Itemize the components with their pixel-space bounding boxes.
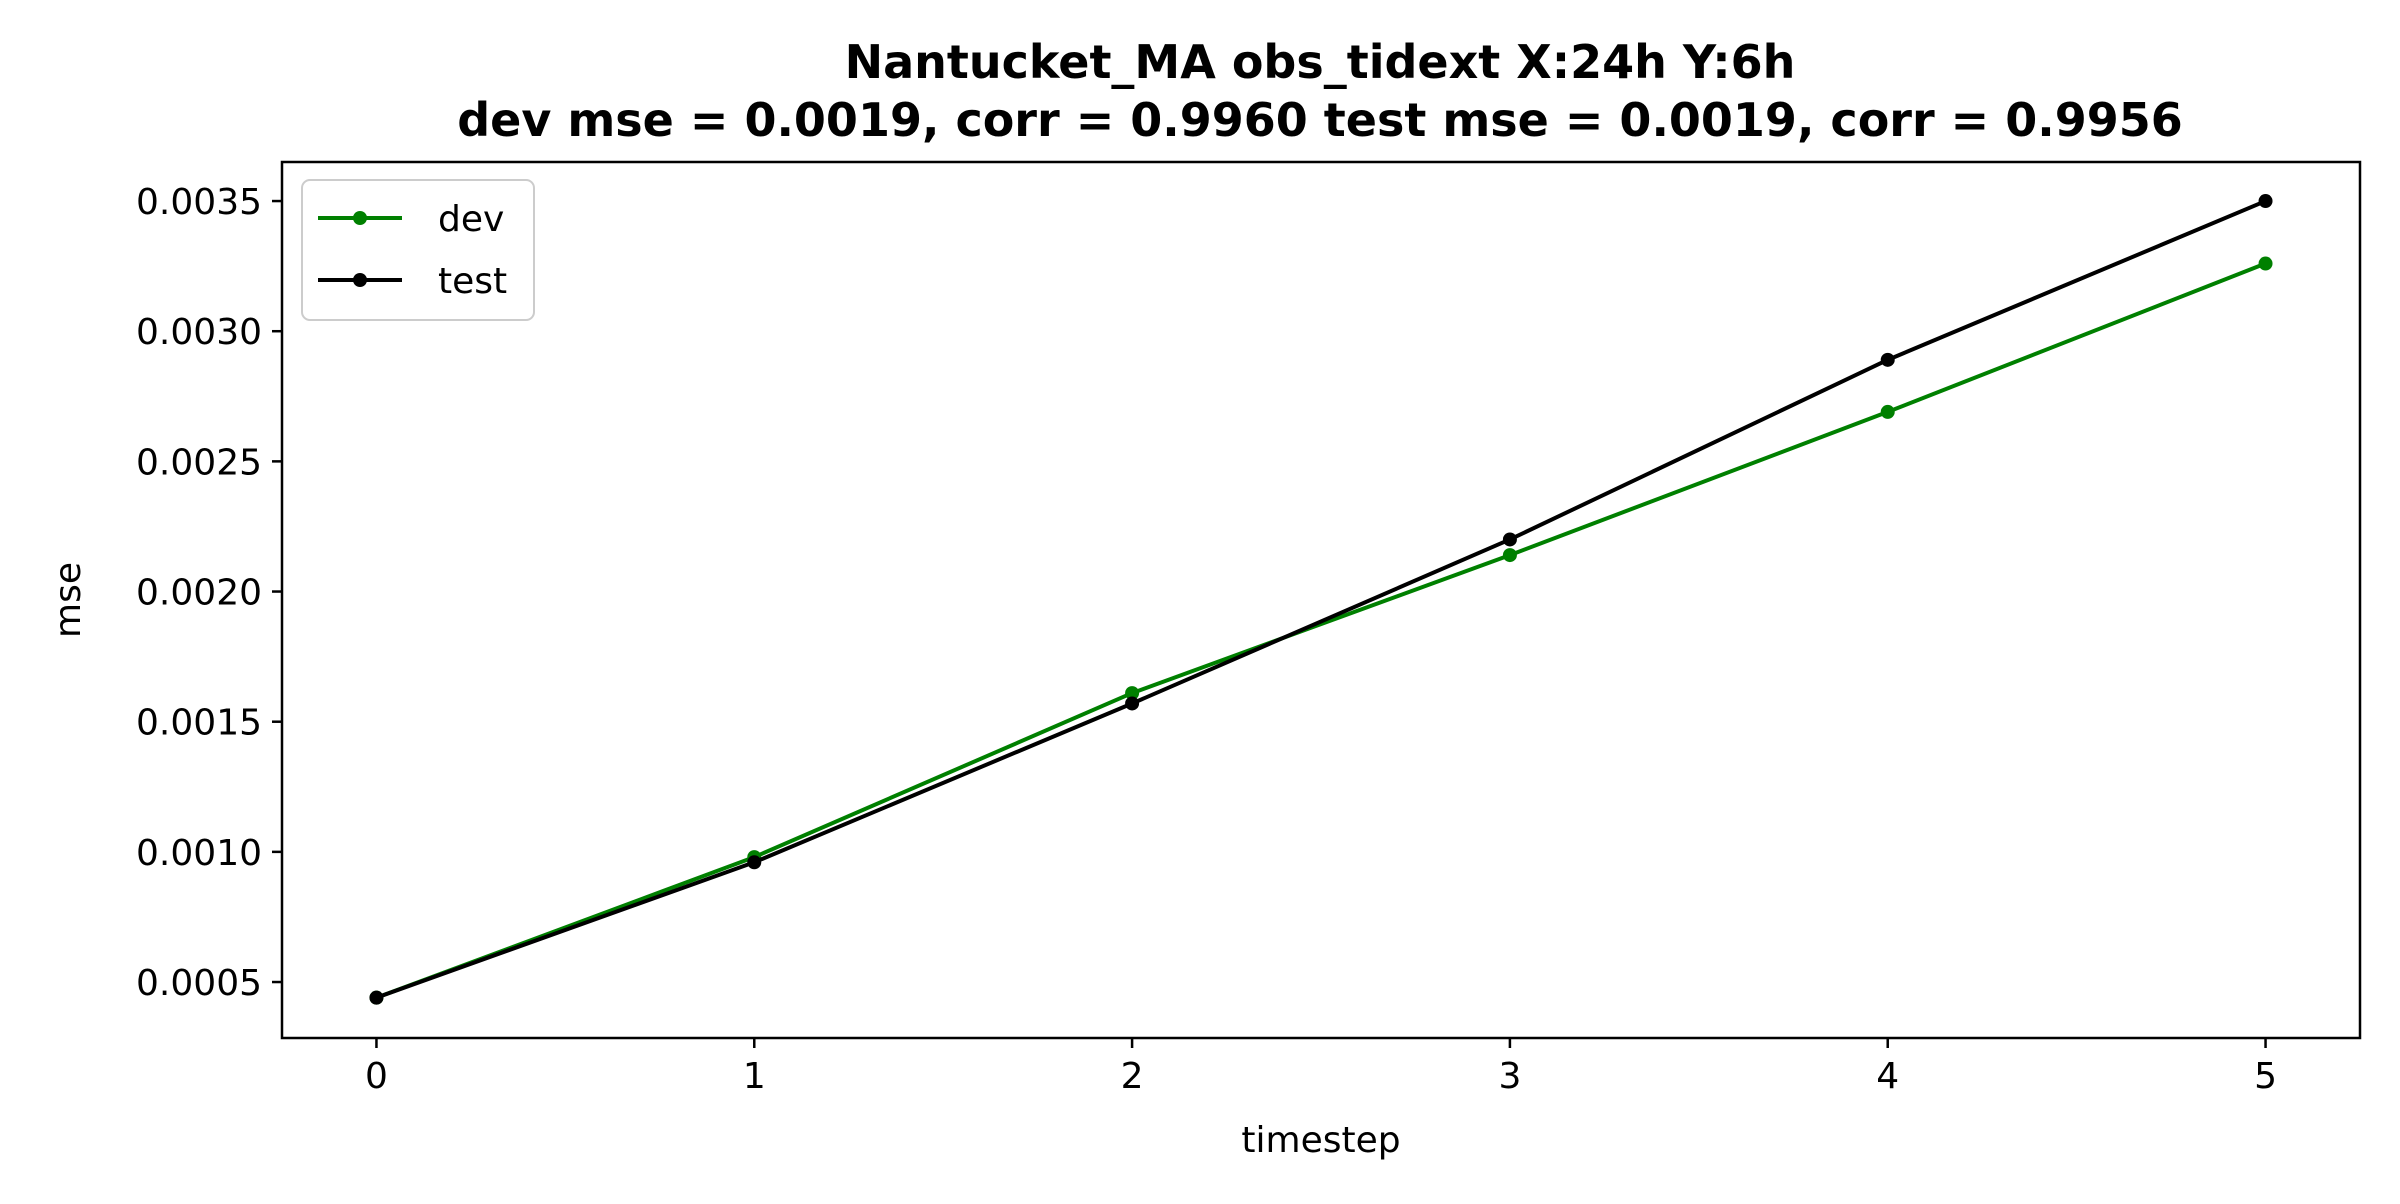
y-tick-label: 0.0035 bbox=[136, 182, 262, 223]
plot-frame bbox=[280, 160, 2362, 1040]
data-point-test bbox=[747, 855, 762, 870]
x-tick-label: 2 bbox=[1121, 1056, 1144, 1097]
x-axis-label: timestep bbox=[1241, 1120, 1400, 1161]
series-layer bbox=[369, 194, 2273, 1005]
y-axis-label: mse bbox=[48, 562, 89, 638]
x-tick-label: 4 bbox=[1876, 1056, 1899, 1097]
legend-label: test bbox=[438, 261, 507, 302]
y-tick-label: 0.0005 bbox=[136, 963, 262, 1004]
legend-item-dev: dev bbox=[318, 199, 504, 240]
legend-item-test: test bbox=[318, 261, 507, 302]
x-tick-label: 0 bbox=[365, 1056, 388, 1097]
data-point-dev bbox=[2258, 256, 2273, 271]
y-tick-label: 0.0020 bbox=[136, 573, 262, 614]
legend-marker bbox=[353, 273, 367, 287]
y-tick-label: 0.0015 bbox=[136, 703, 262, 744]
data-point-dev bbox=[1125, 686, 1140, 701]
y-tick-label: 0.0025 bbox=[136, 442, 262, 483]
data-point-test bbox=[369, 990, 384, 1005]
ticks-layer: 0 1 2 3 4 5 0.0005 0.0010 0.0015 0.0020 0.0025 0.00… bbox=[136, 182, 2277, 1097]
data-point-test bbox=[2258, 194, 2273, 209]
chart-subtitle: dev mse = 0.0019, corr = 0.9960 test mse… bbox=[457, 93, 2183, 147]
y-tick-label: 0.0030 bbox=[136, 312, 262, 353]
data-point-test bbox=[1125, 696, 1140, 711]
data-point-dev bbox=[1502, 548, 1517, 563]
data-point-test bbox=[1880, 352, 1895, 367]
x-tick-label: 1 bbox=[743, 1056, 766, 1097]
data-point-test bbox=[1502, 532, 1517, 547]
legend-marker bbox=[353, 211, 367, 225]
series-line-test bbox=[374, 199, 2268, 1000]
x-tick-label: 5 bbox=[2254, 1056, 2277, 1097]
series-test bbox=[369, 194, 2273, 1005]
chart-title: Nantucket_MA obs_tidext X:24h Y:6h bbox=[845, 35, 1796, 89]
series-line-dev bbox=[374, 261, 2268, 1000]
legend: dev test bbox=[301, 179, 535, 321]
x-tick-label: 3 bbox=[1498, 1056, 1521, 1097]
legend-label: dev bbox=[438, 199, 504, 240]
y-tick-label: 0.0010 bbox=[136, 833, 262, 874]
data-point-dev bbox=[1880, 404, 1895, 419]
